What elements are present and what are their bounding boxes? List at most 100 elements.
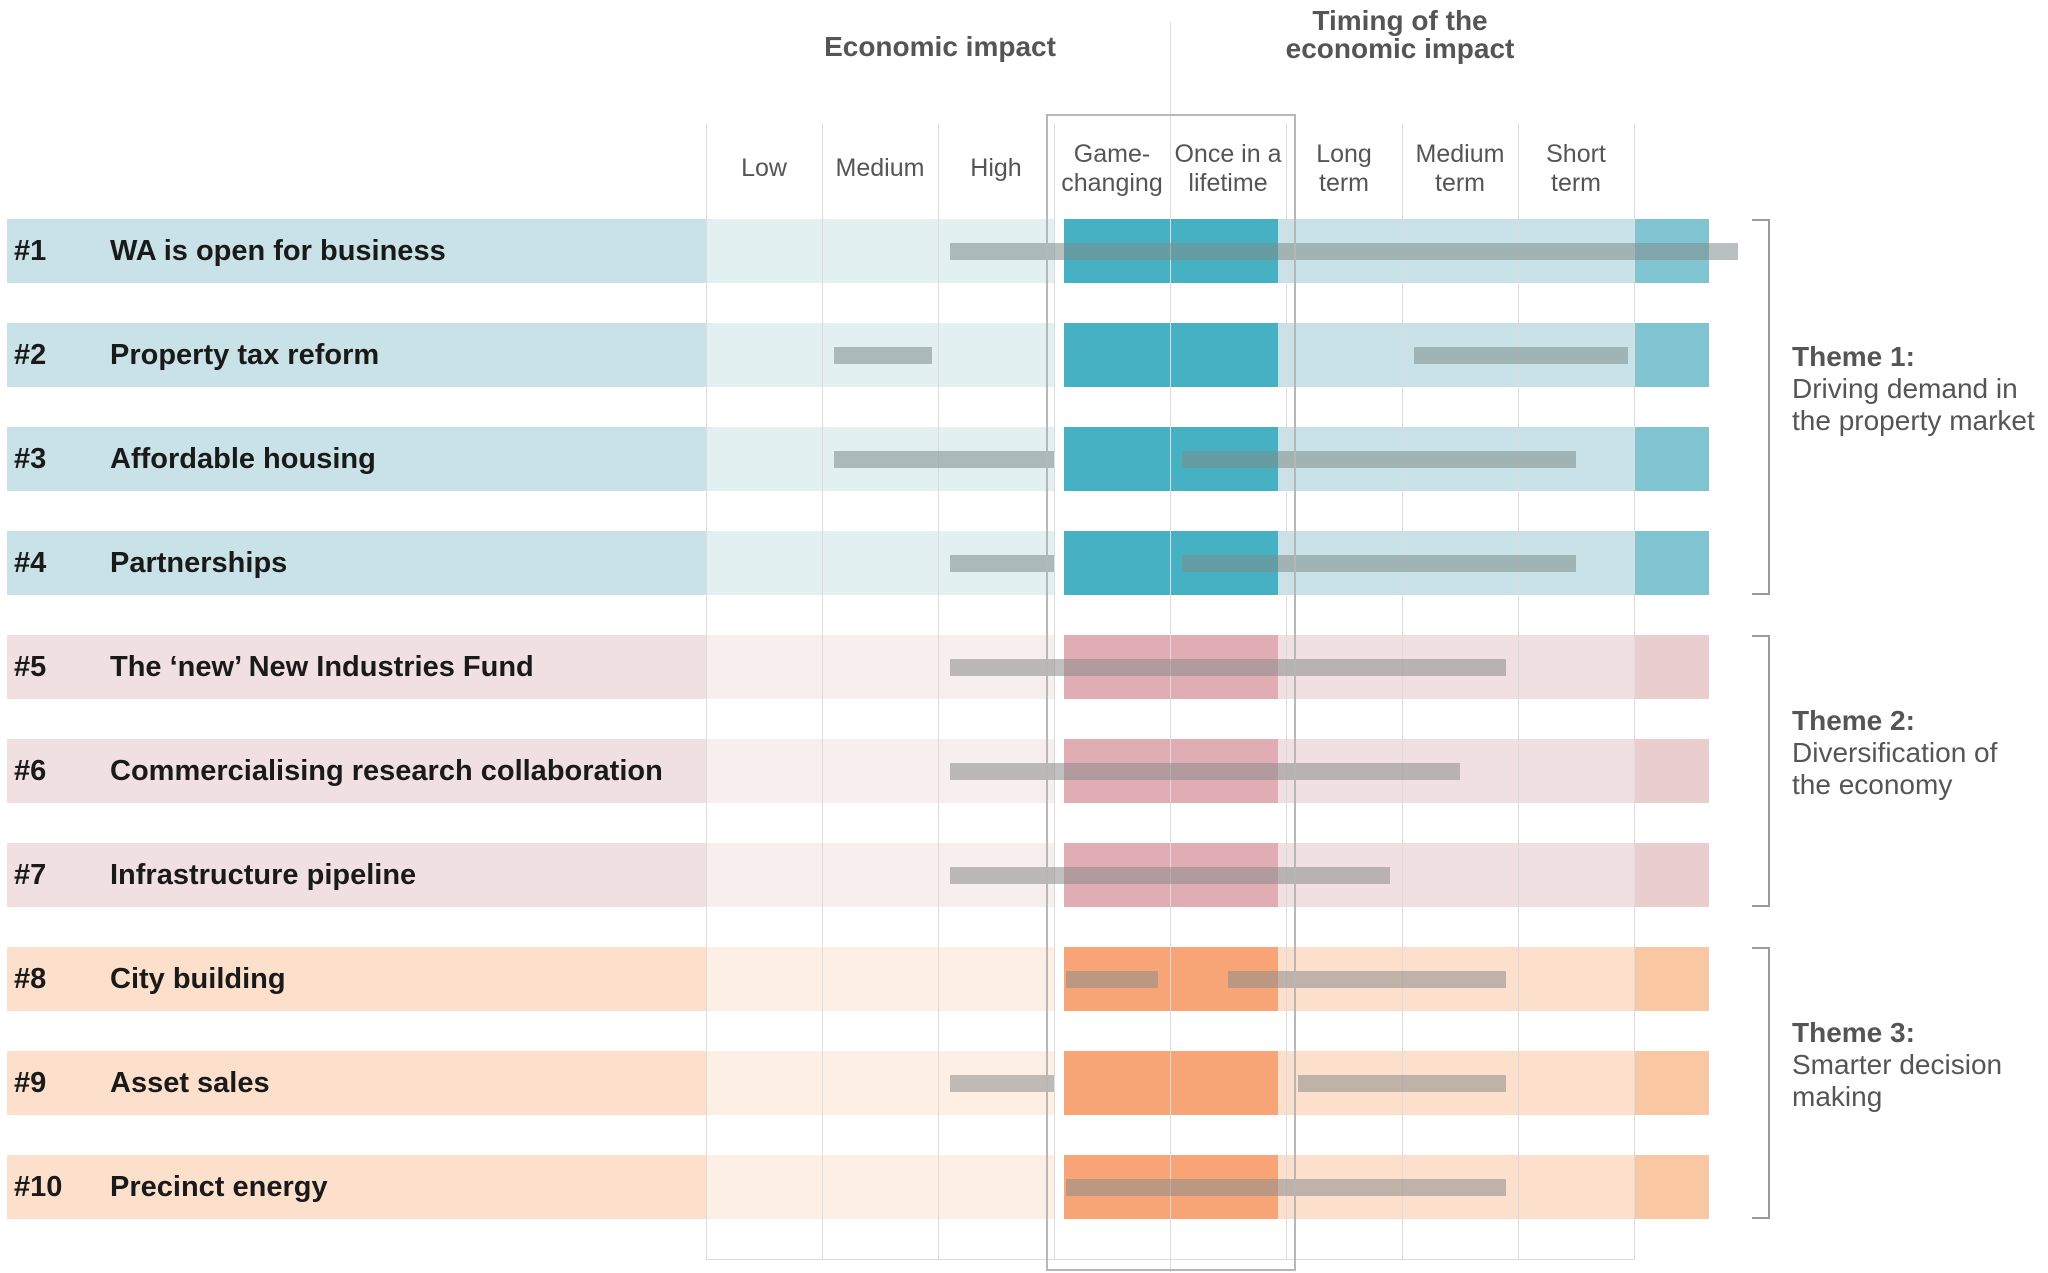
impact-bar: [949, 658, 1507, 676]
row-name: Commercialising research collaboration: [110, 755, 663, 787]
impact-bar: [1228, 970, 1507, 988]
row-name: Asset sales: [110, 1067, 270, 1099]
row-end-cap: [1635, 843, 1709, 907]
impact-bar: [949, 242, 1739, 260]
row-number: #10: [14, 1171, 63, 1203]
timing-header: Timing of the economic impact: [1230, 7, 1570, 63]
impact-bar: [949, 554, 1054, 572]
row-end-cap: [1635, 323, 1709, 387]
column-header-line1: Once in a: [1174, 140, 1282, 168]
row-label-background: [7, 1051, 706, 1115]
row-end-cap: [1635, 739, 1709, 803]
column-header-line1: Long: [1316, 140, 1372, 168]
impact-bar: [1413, 346, 1629, 364]
impact-bar: [833, 346, 933, 364]
timing-header-line2: economic impact: [1285, 33, 1515, 64]
theme-label: Theme 3: Smarter decision making: [1792, 1017, 2002, 1113]
column-header-7: Medium term: [1402, 140, 1518, 198]
column-header-line1: Medium: [835, 154, 925, 182]
column-header-2: Medium: [822, 154, 938, 183]
column-header-5: Once in a lifetime: [1170, 140, 1286, 198]
column-header-line1: Short: [1546, 140, 1606, 168]
row-end-cap: [1635, 1155, 1709, 1219]
gridline: [822, 124, 823, 1260]
theme-label: Theme 2: Diversification of the economy: [1792, 705, 1997, 801]
impact-bar: [949, 762, 1460, 780]
column-header-line2: term: [1551, 169, 1601, 197]
row-label-background: [7, 843, 706, 907]
row-name: Infrastructure pipeline: [110, 859, 417, 891]
column-header-line1: Game-: [1073, 140, 1151, 168]
row-name: City building: [110, 963, 286, 995]
row-end-cap: [1635, 635, 1709, 699]
row-impact-cells: [706, 1155, 1054, 1219]
row-number: #6: [14, 755, 47, 787]
theme-description-line: Smarter decision: [1792, 1049, 2003, 1080]
row-number: #5: [14, 651, 47, 683]
impact-bar: [1181, 450, 1576, 468]
row-label-background: [7, 635, 706, 699]
theme-bracket: [1752, 947, 1770, 1219]
row-name: The ‘new’ New Industries Fund: [110, 651, 534, 683]
column-header-line1: Medium: [1415, 140, 1505, 168]
row-label-background: [7, 427, 706, 491]
theme-title: Theme 2:: [1792, 705, 1915, 736]
gridline: [1286, 124, 1287, 1260]
impact-bar: [1297, 1074, 1507, 1092]
row-label-background: [7, 1155, 706, 1219]
theme-bracket: [1752, 635, 1770, 907]
column-header-line1: High: [970, 154, 1022, 182]
column-header-line2: term: [1319, 169, 1369, 197]
gridline: [938, 124, 939, 1260]
gridline: [1170, 124, 1171, 1260]
column-header-1: Low: [706, 154, 822, 183]
theme-description-line: Driving demand in: [1792, 373, 2018, 404]
row-name: Partnerships: [110, 547, 288, 579]
column-header-4: Game-changing: [1054, 140, 1170, 198]
gridline: [1518, 124, 1519, 1260]
row-label-background: [7, 947, 706, 1011]
theme-bracket: [1752, 219, 1770, 595]
impact-bar: [949, 1074, 1054, 1092]
gridline: [1634, 124, 1635, 1260]
row-number: #9: [14, 1067, 47, 1099]
theme-title: Theme 1:: [1792, 341, 1915, 372]
row-name: Affordable housing: [110, 443, 376, 475]
column-header-line2: term: [1435, 169, 1485, 197]
row-number: #1: [14, 235, 47, 267]
column-header-line2: changing: [1061, 169, 1163, 197]
row-highlight-cells: [1064, 1051, 1278, 1115]
row-end-cap: [1635, 1051, 1709, 1115]
gridline: [1402, 124, 1403, 1260]
row-name: Property tax reform: [110, 339, 380, 371]
row-end-cap: [1635, 427, 1709, 491]
row-highlight-cells: [1064, 323, 1278, 387]
impact-bar: [1065, 1178, 1507, 1196]
row-end-cap: [1635, 947, 1709, 1011]
row-number: #8: [14, 963, 47, 995]
impact-bar: [949, 866, 1391, 884]
row-number: #7: [14, 859, 47, 891]
row-number: #3: [14, 443, 47, 475]
gridline: [706, 124, 707, 1260]
impact-bar: [1181, 554, 1576, 572]
timing-header-line1: Timing of the: [1312, 5, 1488, 36]
highlight-columns-frame: [1046, 114, 1296, 1271]
gridline-bottom: [706, 1259, 1634, 1260]
column-header-line2: lifetime: [1188, 169, 1268, 197]
gridline: [1054, 124, 1055, 1260]
row-end-cap: [1635, 531, 1709, 595]
row-label-background: [7, 739, 706, 803]
row-label-background: [7, 323, 706, 387]
row-label-background: [7, 531, 706, 595]
theme-label: Theme 1: Driving demand in the property ma…: [1792, 341, 2035, 437]
row-number: #2: [14, 339, 47, 371]
theme-description-line: making: [1792, 1081, 1883, 1112]
row-name: Precinct energy: [110, 1171, 328, 1203]
economic-impact-header: Economic impact: [824, 31, 1056, 62]
column-header-3: High: [938, 154, 1054, 183]
theme-description-line: Diversification of: [1792, 737, 1998, 768]
row-number: #4: [14, 547, 47, 579]
theme-description-line: the economy: [1792, 769, 1953, 800]
